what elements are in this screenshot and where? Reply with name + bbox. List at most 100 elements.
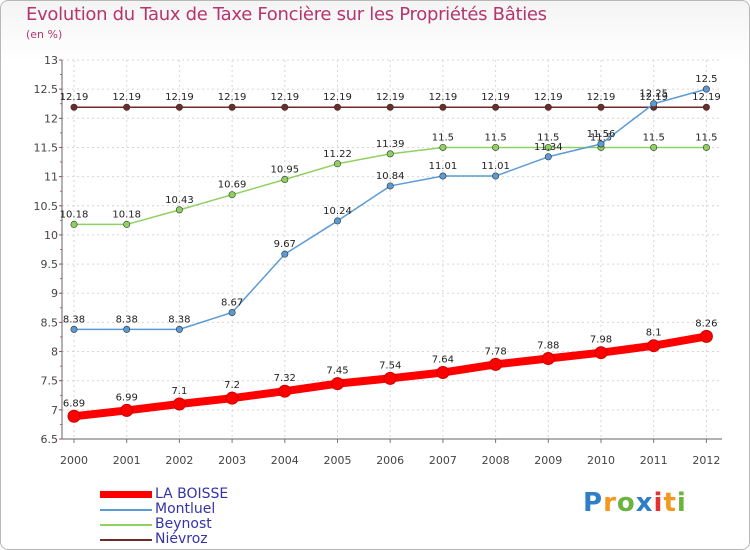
series-montluel-data-label: 8.38	[168, 314, 190, 325]
series-montluel-point	[333, 217, 341, 225]
series-montluel-data-label: 11.34	[534, 142, 563, 153]
series-ni-vroz-data-label: 12.19	[270, 92, 299, 103]
series-montluel-data-label: 8.38	[116, 314, 138, 325]
series-la-boisse-point	[541, 352, 555, 366]
series-montluel-point	[386, 182, 394, 190]
series-montluel-point	[597, 140, 605, 148]
series-la-boisse-data-label: 7.45	[326, 366, 348, 377]
x-tick-label: 2009	[534, 454, 562, 467]
series-beynost-data-label: 11.5	[695, 132, 717, 143]
y-tick-label: 7.5	[41, 375, 59, 388]
series-la-boisse-point	[225, 391, 239, 405]
series-ni-vroz-point	[544, 103, 552, 111]
y-tick-label: 11.5	[34, 141, 59, 154]
logo-letter: o	[616, 488, 636, 518]
series-la-boisse-data-label: 7.2	[224, 380, 240, 391]
series-montluel-data-label: 11.56	[587, 129, 616, 140]
y-tick-label: 9.5	[41, 258, 59, 271]
x-tick-label: 2008	[482, 454, 510, 467]
series-la-boisse-point	[594, 346, 608, 360]
series-la-boisse-point	[120, 403, 134, 417]
series-ni-vroz-data-label: 12.19	[429, 92, 458, 103]
series-ni-vroz-data-label: 12.19	[60, 92, 89, 103]
legend-label: Montluel	[155, 501, 216, 517]
series-ni-vroz-point	[123, 103, 131, 111]
legend-swatch	[100, 491, 152, 498]
series-montluel-point	[70, 325, 78, 333]
series-la-boisse-data-label: 7.54	[379, 360, 401, 371]
series-beynost-data-label: 11.5	[590, 132, 612, 143]
series-beynost-data-label: 10.69	[218, 180, 247, 191]
series-beynost-data-label: 10.43	[165, 195, 194, 206]
series-beynost-data-label: 11.5	[432, 132, 454, 143]
series-la-boisse-point	[278, 384, 292, 398]
series-ni-vroz-data-label: 12.19	[639, 92, 668, 103]
legend-swatch	[100, 539, 152, 541]
y-tick-label: 8	[51, 346, 58, 359]
series-la-boisse-data-label: 7.1	[171, 386, 187, 397]
series-la-boisse-point	[172, 397, 186, 411]
series-montluel-data-label: 10.84	[376, 171, 405, 182]
series-la-boisse-data-label: 7.98	[590, 335, 612, 346]
series-montluel-point	[228, 308, 236, 316]
x-tick-label: 2011	[640, 454, 668, 467]
series-la-boisse-point	[436, 366, 450, 380]
series-beynost-data-label: 11.5	[643, 132, 665, 143]
series-ni-vroz-point	[492, 103, 500, 111]
x-tick-label: 2010	[587, 454, 615, 467]
series-la-boisse-data-label: 6.89	[63, 398, 85, 409]
y-tick-label: 6.5	[41, 433, 59, 446]
series-ni-vroz-point	[228, 103, 236, 111]
series-ni-vroz-data-label: 12.19	[481, 92, 510, 103]
series-montluel-data-label: 11.01	[429, 161, 458, 172]
series-beynost-data-label: 11.39	[376, 139, 405, 150]
series-montluel-point	[281, 250, 289, 258]
series-beynost-data-label: 11.5	[484, 132, 506, 143]
series-beynost-data-label: 10.18	[60, 209, 89, 220]
series-montluel-data-label: 12.25	[639, 89, 668, 100]
y-tick-label: 10	[44, 229, 58, 242]
series-beynost-point	[492, 143, 500, 151]
series-la-boisse-point	[489, 357, 503, 371]
series-ni-vroz-point	[175, 103, 183, 111]
chart-unit-label: (en %)	[26, 28, 63, 41]
series-la-boisse-point	[67, 409, 81, 423]
x-tick-label: 2003	[218, 454, 246, 467]
logo-letter: t	[663, 488, 677, 518]
series-montluel-point	[492, 172, 500, 180]
logo-letter: P	[583, 488, 604, 518]
proxiti-logo: Proxiti	[583, 488, 687, 518]
series-ni-vroz-point	[281, 103, 289, 111]
series-beynost-point	[439, 143, 447, 151]
y-tick-label: 11	[44, 171, 58, 184]
logo-letter: i	[676, 488, 687, 518]
series-beynost-data-label: 11.22	[323, 149, 352, 160]
series-la-boisse-point	[699, 329, 713, 343]
legend-swatch	[100, 509, 152, 511]
series-montluel-point	[702, 85, 710, 93]
series-la-boisse-data-label: 7.88	[537, 341, 559, 352]
series-montluel-data-label: 8.38	[63, 314, 85, 325]
series-montluel-data-label: 8.67	[221, 297, 243, 308]
x-tick-label: 2012	[692, 454, 720, 467]
logo-letter: i	[653, 488, 664, 518]
series-beynost-point	[702, 143, 710, 151]
series-beynost-point	[386, 150, 394, 158]
y-tick-label: 12	[44, 112, 58, 125]
legend-swatch	[100, 524, 152, 526]
series-ni-vroz-data-label: 12.19	[692, 92, 721, 103]
series-ni-vroz-data-label: 12.19	[323, 92, 352, 103]
series-montluel-data-label: 10.24	[323, 206, 352, 217]
series-montluel-data-label: 9.67	[274, 239, 296, 250]
y-tick-label: 12.5	[34, 83, 59, 96]
legend-label: Niévroz	[155, 531, 208, 547]
series-beynost-point	[70, 220, 78, 228]
x-tick-label: 2002	[165, 454, 193, 467]
series-ni-vroz-point	[597, 103, 605, 111]
series-beynost-data-label: 10.18	[112, 209, 141, 220]
series-ni-vroz-point	[70, 103, 78, 111]
x-tick-label: 2001	[113, 454, 141, 467]
series-beynost-point	[281, 176, 289, 184]
series-beynost-point	[544, 143, 552, 151]
series-ni-vroz-data-label: 12.19	[534, 92, 563, 103]
